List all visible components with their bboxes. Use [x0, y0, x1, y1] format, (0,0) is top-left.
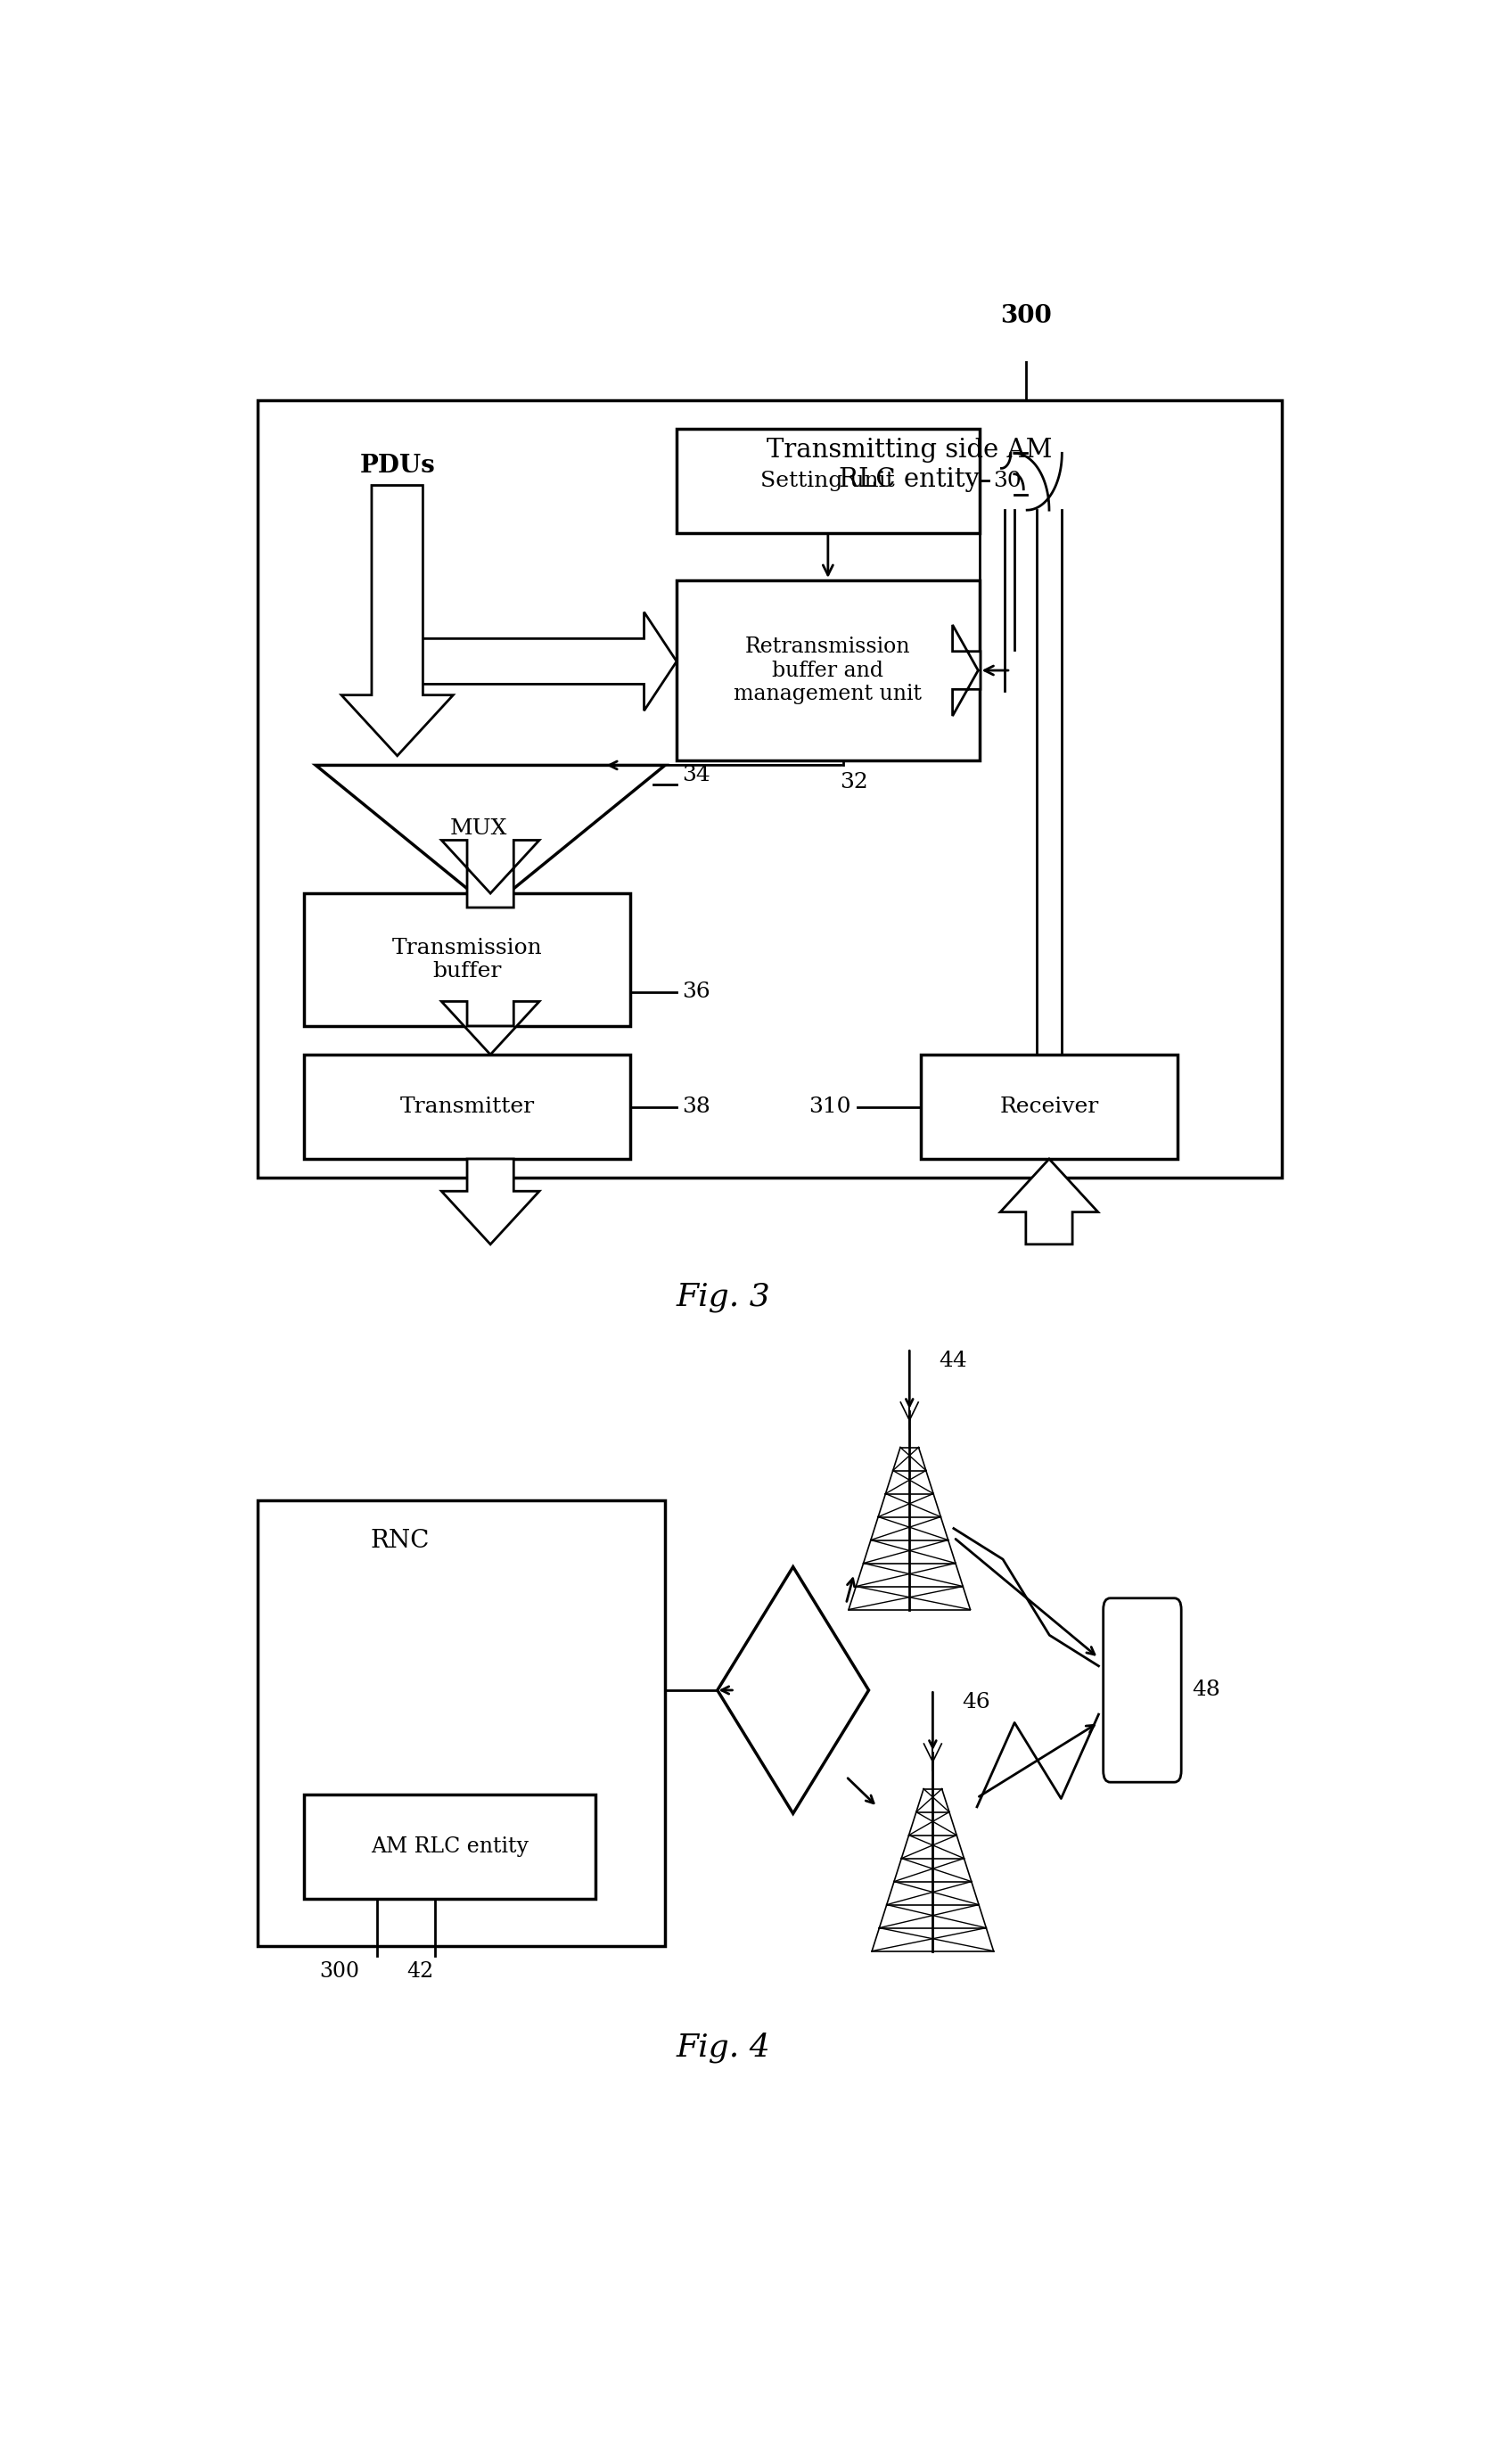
Text: 48: 48 — [1191, 1680, 1220, 1700]
Text: 44: 44 — [939, 1350, 967, 1370]
Text: PDUs: PDUs — [359, 453, 436, 478]
Polygon shape — [1000, 1158, 1098, 1244]
Text: Setting unit: Setting unit — [762, 471, 895, 490]
Polygon shape — [718, 1567, 868, 1814]
Bar — [303, 894, 631, 1025]
Text: RNC: RNC — [371, 1528, 430, 1552]
Bar — [676, 582, 979, 761]
Polygon shape — [442, 1158, 539, 1244]
Text: AM RLC entity: AM RLC entity — [371, 1836, 529, 1858]
Text: 30: 30 — [993, 471, 1021, 490]
Bar — [258, 399, 1281, 1178]
Text: 42: 42 — [407, 1961, 434, 1981]
Text: Transmission
buffer: Transmission buffer — [392, 939, 542, 981]
Polygon shape — [315, 766, 665, 907]
Bar — [921, 1055, 1178, 1158]
Text: Receiver: Receiver — [999, 1096, 1099, 1116]
Text: 46: 46 — [961, 1693, 990, 1712]
Text: 34: 34 — [682, 764, 710, 786]
Text: Fig. 3: Fig. 3 — [676, 1281, 771, 1313]
Text: Fig. 4: Fig. 4 — [676, 2033, 771, 2062]
Polygon shape — [952, 626, 981, 717]
Text: 300: 300 — [1000, 303, 1051, 328]
Text: 36: 36 — [682, 981, 710, 1003]
Text: 310: 310 — [810, 1096, 852, 1116]
Text: 38: 38 — [682, 1096, 710, 1116]
Bar — [258, 1501, 665, 1947]
Text: MUX: MUX — [451, 818, 508, 840]
Polygon shape — [341, 485, 454, 756]
Text: Retransmission
buffer and
management unit: Retransmission buffer and management uni… — [734, 636, 922, 705]
Text: 32: 32 — [840, 771, 868, 793]
Text: Transmitting side AM
RLC entity: Transmitting side AM RLC entity — [766, 439, 1053, 493]
Polygon shape — [424, 611, 676, 710]
Polygon shape — [442, 1000, 539, 1055]
Polygon shape — [442, 840, 539, 907]
Bar — [303, 1794, 595, 1900]
Text: Transmitter: Transmitter — [400, 1096, 535, 1116]
FancyBboxPatch shape — [1104, 1599, 1181, 1781]
Text: 300: 300 — [318, 1961, 359, 1981]
Bar — [303, 1055, 631, 1158]
Bar — [676, 429, 979, 532]
